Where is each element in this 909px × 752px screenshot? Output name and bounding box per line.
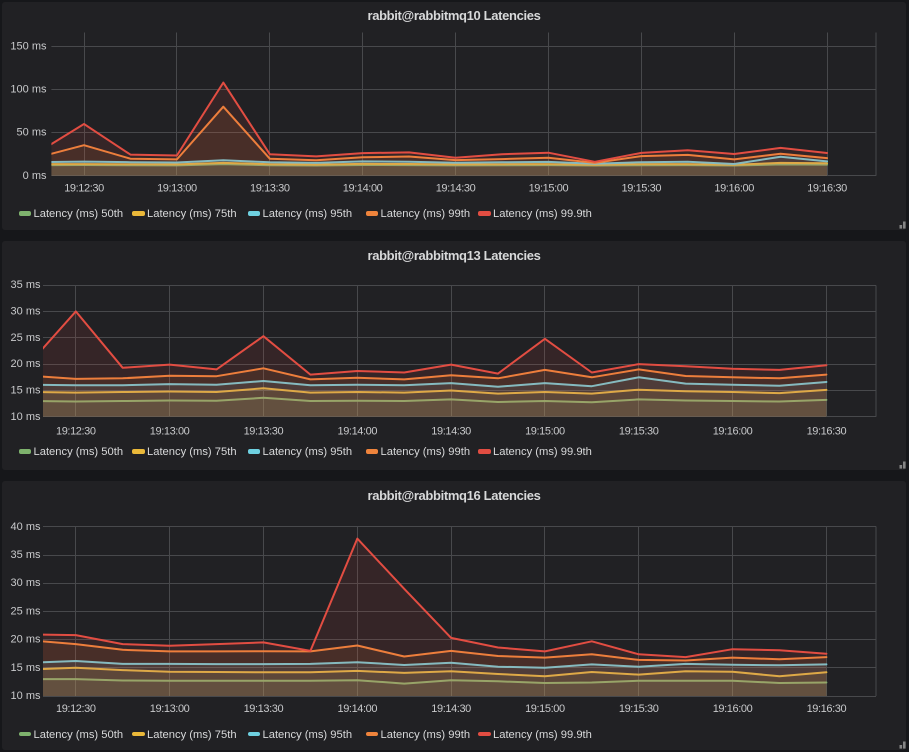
svg-text:20 ms: 20 ms <box>11 358 41 370</box>
svg-text:10 ms: 10 ms <box>11 411 41 423</box>
svg-text:35 ms: 35 ms <box>11 279 41 291</box>
svg-text:19:13:00: 19:13:00 <box>150 425 190 437</box>
svg-text:20 ms: 20 ms <box>11 634 41 646</box>
svg-text:30 ms: 30 ms <box>11 305 41 317</box>
svg-text:19:15:30: 19:15:30 <box>621 183 661 195</box>
svg-text:19:14:30: 19:14:30 <box>436 183 476 195</box>
svg-text:50 ms: 50 ms <box>17 127 47 139</box>
svg-text:19:15:30: 19:15:30 <box>619 703 659 715</box>
svg-text:10 ms: 10 ms <box>11 690 41 702</box>
svg-text:15 ms: 15 ms <box>11 385 41 397</box>
svg-text:19:13:00: 19:13:00 <box>150 703 190 715</box>
svg-text:19:13:00: 19:13:00 <box>157 183 197 195</box>
svg-text:100 ms: 100 ms <box>10 84 47 96</box>
svg-text:19:15:30: 19:15:30 <box>619 425 659 437</box>
svg-text:19:14:00: 19:14:00 <box>337 425 377 437</box>
svg-text:19:14:00: 19:14:00 <box>337 703 377 715</box>
svg-text:19:14:00: 19:14:00 <box>343 183 383 195</box>
svg-text:35 ms: 35 ms <box>11 549 41 561</box>
svg-text:19:16:30: 19:16:30 <box>807 183 847 195</box>
svg-text:19:12:30: 19:12:30 <box>56 425 96 437</box>
svg-text:25 ms: 25 ms <box>11 605 41 617</box>
svg-text:25 ms: 25 ms <box>11 332 41 344</box>
svg-text:0 ms: 0 ms <box>23 170 47 182</box>
svg-text:150 ms: 150 ms <box>10 40 47 52</box>
svg-text:15 ms: 15 ms <box>11 662 41 674</box>
svg-text:19:15:00: 19:15:00 <box>529 183 569 195</box>
svg-text:19:16:30: 19:16:30 <box>807 425 847 437</box>
svg-text:40 ms: 40 ms <box>11 521 41 533</box>
svg-text:19:12:30: 19:12:30 <box>64 183 104 195</box>
svg-text:19:13:30: 19:13:30 <box>250 183 290 195</box>
svg-text:19:16:30: 19:16:30 <box>807 703 847 715</box>
svg-text:19:16:00: 19:16:00 <box>713 425 753 437</box>
svg-text:19:14:30: 19:14:30 <box>431 703 471 715</box>
svg-text:19:12:30: 19:12:30 <box>56 703 96 715</box>
svg-text:19:13:30: 19:13:30 <box>244 425 284 437</box>
svg-text:19:15:00: 19:15:00 <box>525 703 565 715</box>
svg-text:19:16:00: 19:16:00 <box>714 183 754 195</box>
svg-text:30 ms: 30 ms <box>11 577 41 589</box>
svg-text:19:15:00: 19:15:00 <box>525 425 565 437</box>
svg-text:19:14:30: 19:14:30 <box>431 425 471 437</box>
svg-text:19:16:00: 19:16:00 <box>713 703 753 715</box>
svg-text:19:13:30: 19:13:30 <box>244 703 284 715</box>
